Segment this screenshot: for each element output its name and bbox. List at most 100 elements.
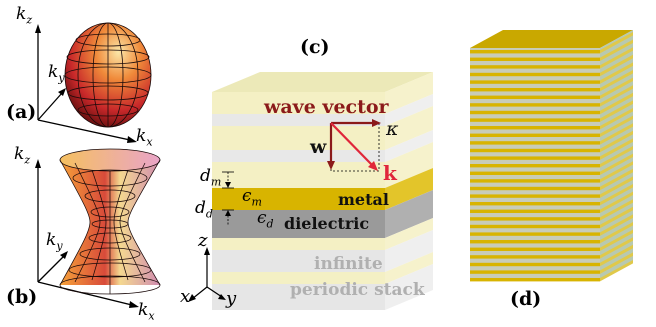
finite-metal-stripe <box>470 156 600 160</box>
finite-metal-stripe <box>470 179 600 183</box>
finite-metal-stripe-side <box>600 191 633 214</box>
finite-metal-stripe <box>470 148 600 153</box>
finite-metal-stripe-side <box>600 123 633 145</box>
finite-metal-stripe <box>470 194 600 198</box>
finite-metal-stripe-side <box>600 92 633 115</box>
finite-metal-stripe <box>470 217 600 221</box>
finite-metal-stripe-side <box>600 108 633 130</box>
coord-y-label: y <box>226 288 237 309</box>
finite-metal-stripe-side <box>600 47 633 69</box>
finite-metal-stripe <box>470 270 600 274</box>
finite-metal-stripe-side <box>600 115 633 138</box>
thickness-markers <box>222 171 234 226</box>
finite-metal-stripe-side <box>600 199 633 221</box>
axis-label-kz-a: kz <box>16 4 33 27</box>
finite-metal-stripe-side <box>600 161 633 183</box>
finite-metal-stripe-side <box>600 168 633 191</box>
infinite-label: infinite <box>314 254 383 274</box>
ky-arrowhead-b <box>60 251 68 259</box>
finite-metal-stripe <box>470 255 600 259</box>
finite-metal-stripe <box>470 65 600 69</box>
finite-metal-stripe <box>470 141 600 145</box>
panel-c-graphic <box>188 72 433 310</box>
finite-metal-stripe-side <box>600 176 633 198</box>
kx-arrowhead-b <box>129 301 139 308</box>
finite-metal-stripe-side <box>600 32 633 54</box>
wave-vector-diagram <box>327 119 381 172</box>
panel-b-graphic <box>35 148 161 308</box>
dd-label: dd <box>195 198 213 221</box>
finite-metal-stripe <box>470 209 600 213</box>
kx-axis-a <box>37 119 131 141</box>
iso-frequency-sphere <box>64 22 152 128</box>
axis-label-ky-a: ky <box>48 62 65 85</box>
finite-metal-stripe <box>470 57 600 61</box>
finite-metal-stripe-side <box>600 222 633 244</box>
k-label: k <box>383 161 397 185</box>
dm-label: dm <box>200 166 222 189</box>
panel-label-d: (d) <box>510 288 542 310</box>
finite-metal-stripe-side <box>600 260 633 282</box>
finite-metal-stripe <box>470 88 600 92</box>
finite-metal-stripe-side <box>600 252 633 274</box>
finite-metal-stripe-side <box>600 130 633 153</box>
finite-metal-stripe <box>470 262 600 267</box>
finite-metal-stripe-side <box>600 184 633 206</box>
hyperboloid-surface <box>59 148 161 295</box>
panel-label-b: (b) <box>6 286 38 308</box>
metal-layer <box>212 188 385 210</box>
panel-a-graphic <box>35 22 152 143</box>
periodic-stack-label: periodic stack <box>290 280 425 300</box>
finite-metal-stripe <box>470 95 600 99</box>
finite-metal-stripe-side <box>600 138 633 160</box>
finite-metal-stripe <box>470 80 600 84</box>
finite-metal-stripe <box>470 126 600 130</box>
finite-metal-stripe <box>470 133 600 137</box>
panel-d-graphic <box>470 30 633 282</box>
coord-z-label: z <box>198 230 208 251</box>
finite-metal-stripe-side <box>600 206 633 229</box>
finite-metal-stripe <box>470 50 600 54</box>
finite-metal-stripe-side <box>600 229 633 252</box>
finite-metal-stripe-side <box>600 54 633 77</box>
finite-metal-stripe-side <box>600 237 633 259</box>
finite-metal-stripe-side <box>600 100 633 122</box>
finite-stack-layers <box>470 32 633 282</box>
coordinate-axes <box>188 247 226 302</box>
axis-label-kz-b: kz <box>14 144 31 167</box>
finite-metal-stripe <box>470 202 600 206</box>
finite-metal-stripe <box>470 186 600 191</box>
finite-metal-stripe-side <box>600 62 633 84</box>
kx-arrowhead-a <box>127 136 137 143</box>
finite-metal-stripe <box>470 164 600 168</box>
finite-metal-stripe <box>470 278 600 282</box>
finite-metal-stripe <box>470 72 600 77</box>
finite-metal-stripe-side <box>600 244 633 267</box>
kz-arrowhead-b <box>35 159 41 168</box>
axis-label-ky-b: ky <box>46 230 63 253</box>
finite-metal-stripe <box>470 232 600 236</box>
finite-metal-stripe <box>470 224 600 229</box>
ky-axis-a <box>37 92 63 121</box>
eps-d-label: ϵd <box>257 208 274 231</box>
ky-axis-b <box>37 255 65 283</box>
finite-metal-stripe <box>470 171 600 175</box>
finite-metal-stripe-side <box>600 39 633 62</box>
axis-label-kx-a: kx <box>136 126 153 149</box>
panel-label-a: (a) <box>6 101 37 123</box>
finite-metal-stripe-side <box>600 77 633 100</box>
ky-arrowhead-a <box>58 88 66 96</box>
coord-x-label: x <box>180 286 191 307</box>
finite-metal-stripe-side <box>600 153 633 176</box>
k-arrow <box>330 122 374 167</box>
stack-side-layers <box>385 72 433 310</box>
kz-arrowhead-a <box>35 24 41 33</box>
finite-metal-stripe-side <box>600 146 633 168</box>
finite-metal-stripe <box>470 103 600 107</box>
kx-axis-b <box>37 281 133 306</box>
panel-label-c: (c) <box>300 36 330 58</box>
stack-top-face <box>212 72 433 92</box>
metal-label: metal <box>338 190 389 209</box>
